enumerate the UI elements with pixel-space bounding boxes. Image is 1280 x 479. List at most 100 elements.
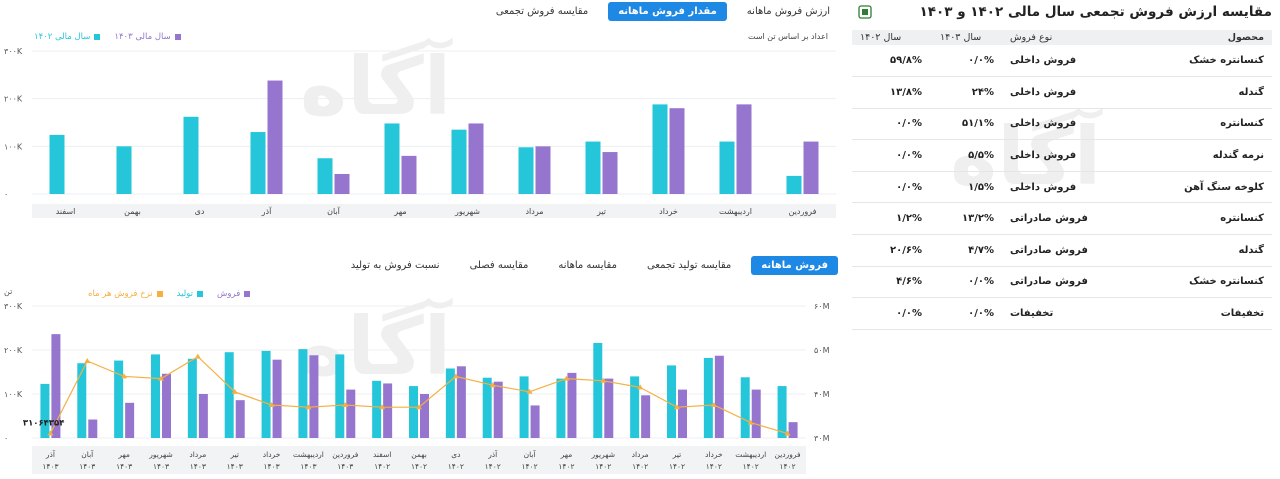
bar-1403[interactable] — [267, 80, 283, 194]
sales-rate-point[interactable] — [268, 402, 275, 407]
bar-production[interactable] — [482, 377, 492, 438]
bar-production[interactable] — [409, 386, 418, 438]
bottom-tab-4[interactable]: نسبت فروش به تولید — [350, 260, 440, 271]
sales-rate-point[interactable] — [121, 373, 128, 379]
bar-1403[interactable] — [669, 108, 685, 194]
bar-1402[interactable] — [116, 146, 132, 194]
cell-product: کنسانتره — [1122, 108, 1272, 141]
sales-rate-point[interactable] — [600, 377, 607, 383]
sales-rate-point[interactable] — [305, 404, 312, 410]
bar-1403[interactable] — [401, 155, 417, 194]
bar-sales[interactable] — [162, 373, 171, 438]
bar-sales[interactable] — [788, 422, 798, 438]
bar-1403[interactable] — [736, 104, 752, 194]
sales-rate-point[interactable] — [84, 358, 91, 363]
bar-sales[interactable] — [604, 378, 614, 438]
legend-item[interactable]: سال مالی ۱۴۰۳ — [114, 32, 181, 42]
sales-rate-point[interactable] — [379, 404, 386, 410]
bar-production[interactable] — [372, 380, 382, 438]
legend-item[interactable]: فروش — [217, 289, 251, 299]
bar-sales[interactable] — [567, 372, 577, 438]
bar-production[interactable] — [445, 368, 455, 438]
bottom-tab-2[interactable]: مقایسه ماهانه — [558, 260, 617, 271]
bar-sales[interactable] — [51, 334, 61, 438]
bar-sales[interactable] — [125, 402, 135, 438]
bar-sales[interactable] — [198, 394, 208, 438]
bar-sales[interactable] — [346, 389, 356, 438]
bar-1403[interactable] — [602, 152, 618, 194]
sales-rate-point[interactable] — [637, 384, 644, 390]
bar-sales[interactable] — [235, 400, 245, 438]
bar-production[interactable] — [556, 378, 566, 438]
bar-1403[interactable] — [468, 123, 484, 194]
bar-1402[interactable] — [183, 116, 199, 194]
bar-1402[interactable] — [317, 158, 333, 194]
sales-rate-point[interactable] — [452, 373, 459, 379]
bar-production[interactable] — [703, 357, 713, 438]
sales-rate-point[interactable] — [194, 353, 201, 359]
bar-sales[interactable] — [420, 394, 429, 438]
legend-item[interactable]: تولید — [177, 289, 204, 299]
bar-production[interactable] — [335, 354, 345, 438]
sales-rate-point[interactable] — [674, 404, 680, 410]
bar-sales[interactable] — [456, 366, 466, 438]
bar-sales[interactable] — [493, 381, 503, 438]
sales-rate-point[interactable] — [710, 402, 717, 407]
bar-production[interactable] — [740, 377, 750, 438]
bottom-tab-0[interactable]: فروش ماهانه — [751, 256, 838, 275]
col-1402: سال ۱۴۰۲ — [860, 32, 902, 43]
bar-production[interactable] — [593, 342, 603, 438]
sales-rate-point[interactable] — [526, 388, 533, 394]
bar-production[interactable] — [77, 363, 87, 438]
bar-sales[interactable] — [383, 383, 393, 438]
sales-rate-point[interactable] — [489, 382, 496, 388]
legend-item[interactable]: سال مالی ۱۴۰۲ — [34, 32, 101, 42]
bar-production[interactable] — [630, 376, 640, 438]
legend-item[interactable]: نرخ فروش هر ماه — [88, 289, 163, 299]
bar-production[interactable] — [261, 350, 271, 438]
bar-1402[interactable] — [451, 129, 467, 194]
bar-production[interactable] — [187, 358, 197, 438]
bar-1403[interactable] — [334, 173, 350, 194]
bar-production[interactable] — [777, 386, 787, 438]
bar-1402[interactable] — [250, 132, 266, 194]
bar-sales[interactable] — [641, 395, 651, 438]
top-tab-2[interactable]: مقایسه فروش تجمعی — [495, 6, 589, 17]
bar-1402[interactable] — [384, 123, 400, 194]
sales-rate-point[interactable] — [784, 430, 791, 436]
bar-1402[interactable] — [518, 147, 534, 194]
bar-production[interactable] — [151, 354, 160, 438]
bar-sales[interactable] — [272, 359, 282, 438]
bar-production[interactable] — [298, 349, 308, 438]
sales-rate-point[interactable] — [231, 388, 238, 394]
sales-rate-point[interactable] — [747, 419, 754, 425]
top-tab-0[interactable]: ارزش فروش ماهانه — [746, 6, 830, 17]
bar-1402[interactable] — [786, 175, 802, 194]
bar-sales[interactable] — [309, 355, 319, 438]
bar-1402[interactable] — [585, 141, 601, 194]
sales-rate-point[interactable] — [563, 375, 570, 381]
bar-1402[interactable] — [652, 104, 668, 194]
bar-production[interactable] — [40, 383, 50, 438]
sales-rate-point[interactable] — [342, 402, 349, 407]
bar-sales[interactable] — [714, 355, 724, 438]
sales-rate-point[interactable] — [47, 430, 54, 436]
bottom-tab-1[interactable]: مقایسه تولید تجمعی — [646, 260, 732, 271]
bar-1402[interactable] — [719, 141, 735, 194]
bar-production[interactable] — [667, 365, 676, 438]
bottom-tab-3[interactable]: مقایسه فصلی — [469, 260, 529, 271]
bar-1403[interactable] — [803, 141, 819, 194]
bar-production[interactable] — [519, 376, 529, 438]
bar-sales[interactable] — [751, 389, 761, 438]
sales-rate-point[interactable] — [416, 404, 422, 410]
bar-sales[interactable] — [88, 419, 98, 438]
bar-sales[interactable] — [678, 389, 687, 438]
top-tab-1[interactable]: مقدار فروش ماهانه — [608, 2, 727, 21]
bar-production[interactable] — [224, 352, 234, 438]
sales-rate-point[interactable] — [158, 375, 164, 381]
bar-sales[interactable] — [530, 405, 540, 438]
bar-1403[interactable] — [535, 146, 551, 194]
bar-1402[interactable] — [49, 134, 65, 194]
bar-production[interactable] — [114, 360, 124, 438]
excel-export-icon[interactable] — [858, 5, 872, 19]
